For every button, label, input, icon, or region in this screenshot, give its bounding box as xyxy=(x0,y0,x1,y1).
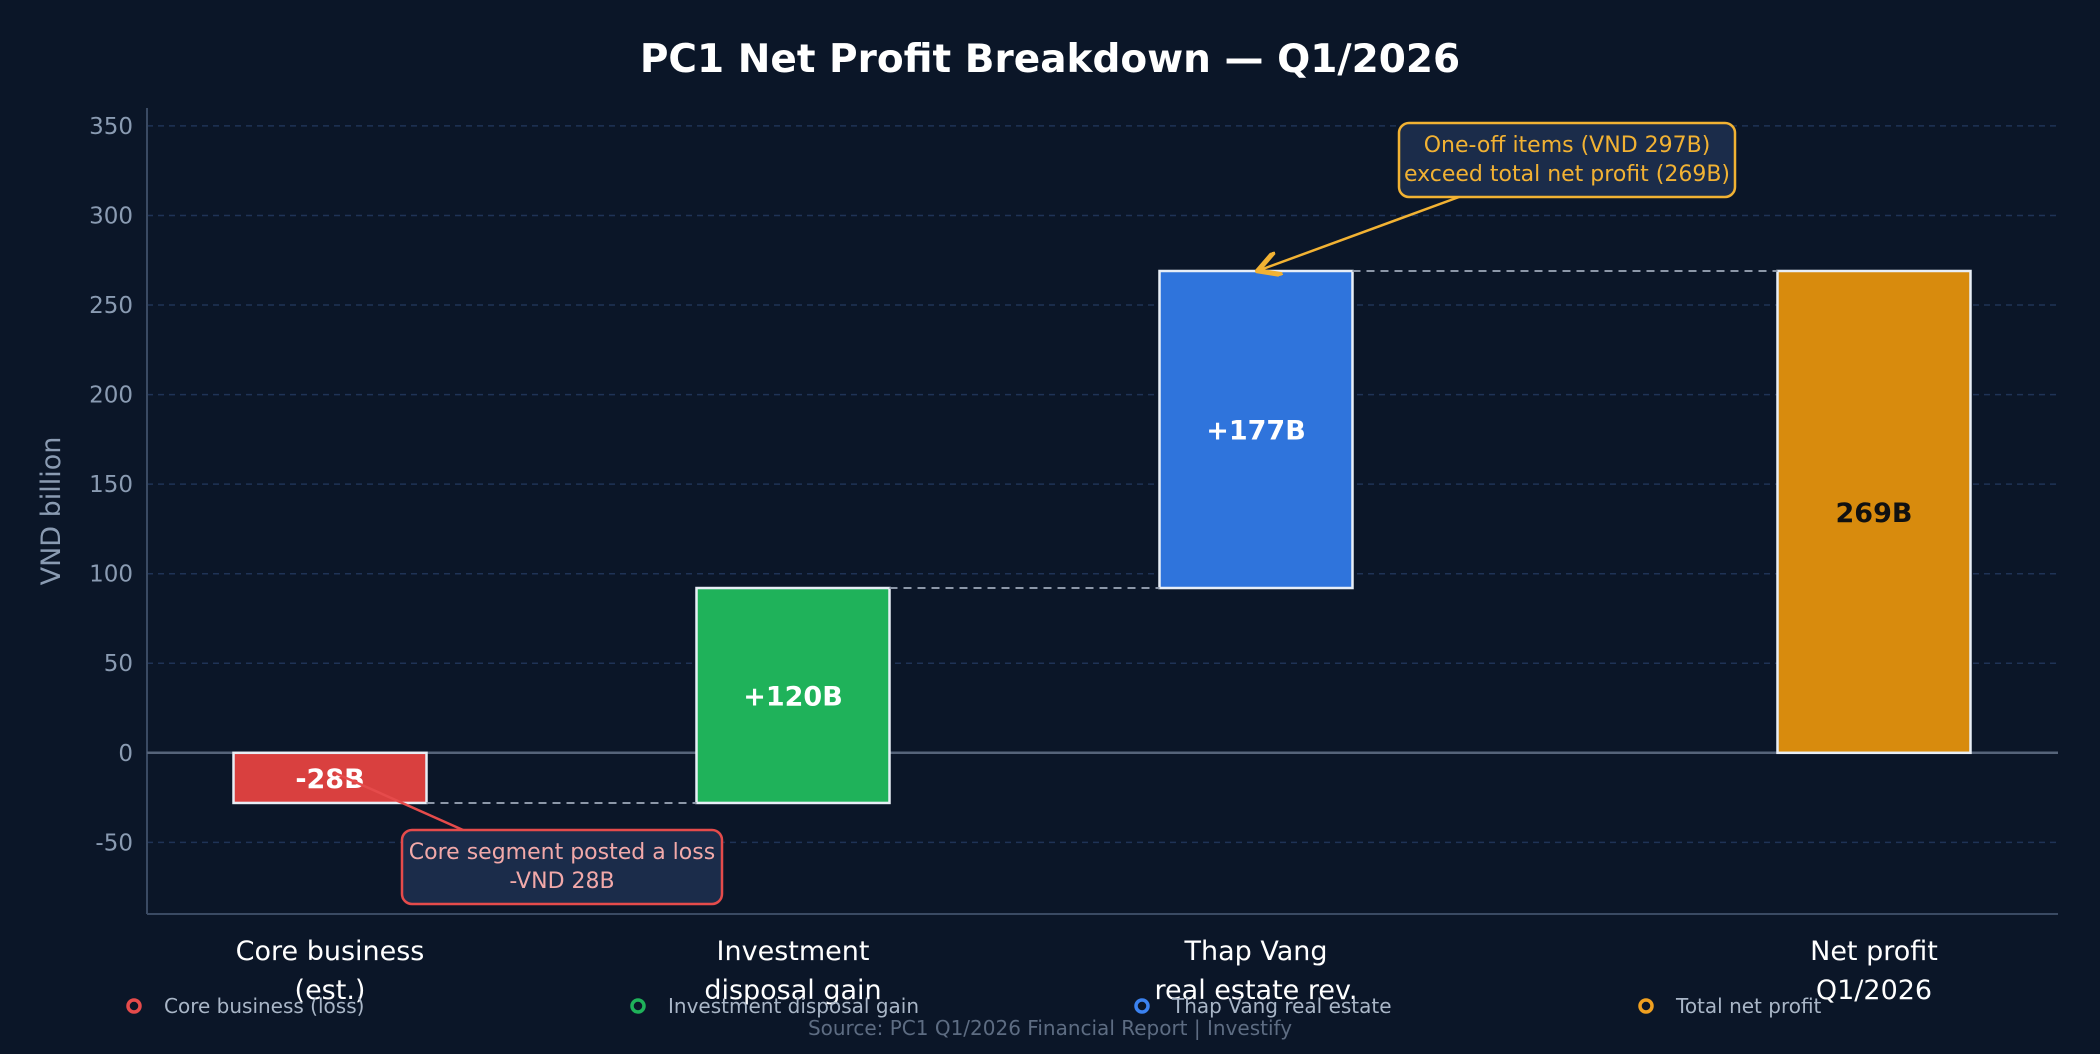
bar-value-label: +177B xyxy=(1206,416,1306,447)
waterfall-bar xyxy=(1158,269,1354,590)
annotation-text: Core segment posted a loss xyxy=(409,840,715,865)
waterfall-bar xyxy=(1776,269,1972,755)
category-label: Thap Vang xyxy=(1183,936,1327,967)
category-label: disposal gain xyxy=(704,975,881,1006)
bar-value-label: -28B xyxy=(295,764,364,795)
annotation-box xyxy=(1397,121,1737,199)
y-tick-label: 300 xyxy=(89,203,133,229)
y-tick-label: 0 xyxy=(118,741,133,767)
annotation-text: One-off items (VND 297B) xyxy=(1424,133,1711,158)
legend-label: Core business (loss) xyxy=(164,994,364,1018)
source-note: Source: PC1 Q1/2026 Financial Report | I… xyxy=(808,1016,1292,1040)
y-tick-label: 350 xyxy=(89,114,133,140)
annotation-arrow xyxy=(334,771,464,832)
category-label: Investment xyxy=(717,936,870,967)
chart-title: PC1 Net Profit Breakdown — Q1/2026 xyxy=(640,37,1460,82)
legend-label: Investment disposal gain xyxy=(668,994,919,1018)
legend-marker xyxy=(126,998,142,1014)
annotation-box xyxy=(400,828,724,906)
waterfall-bar xyxy=(695,586,891,805)
y-tick-label: 100 xyxy=(89,562,133,588)
waterfall-bar xyxy=(232,751,428,805)
legend-label: Total net profit xyxy=(1675,994,1822,1018)
y-tick-label: -50 xyxy=(95,830,133,856)
category-label: Core business xyxy=(236,936,425,967)
annotation-arrow xyxy=(1260,195,1460,270)
y-tick-label: 50 xyxy=(104,651,133,677)
bar-value-label: +120B xyxy=(743,681,843,712)
bar-value-label: 269B xyxy=(1836,498,1913,529)
legend-label: Thap Vang real estate xyxy=(1171,994,1392,1018)
y-axis-label: VND billion xyxy=(36,437,67,586)
category-label: (est.) xyxy=(295,975,366,1006)
legend-marker xyxy=(1134,998,1150,1014)
legend-marker xyxy=(1638,998,1654,1014)
category-label: Net profit xyxy=(1810,936,1938,967)
y-tick-label: 200 xyxy=(89,383,133,409)
y-tick-label: 250 xyxy=(89,293,133,319)
y-tick-label: 150 xyxy=(89,472,133,498)
category-label: real estate rev. xyxy=(1155,975,1358,1006)
category-label: Q1/2026 xyxy=(1816,975,1932,1006)
legend-marker xyxy=(630,998,646,1014)
annotation-text: exceed total net profit (269B) xyxy=(1404,162,1730,187)
annotation-text: -VND 28B xyxy=(509,869,614,894)
